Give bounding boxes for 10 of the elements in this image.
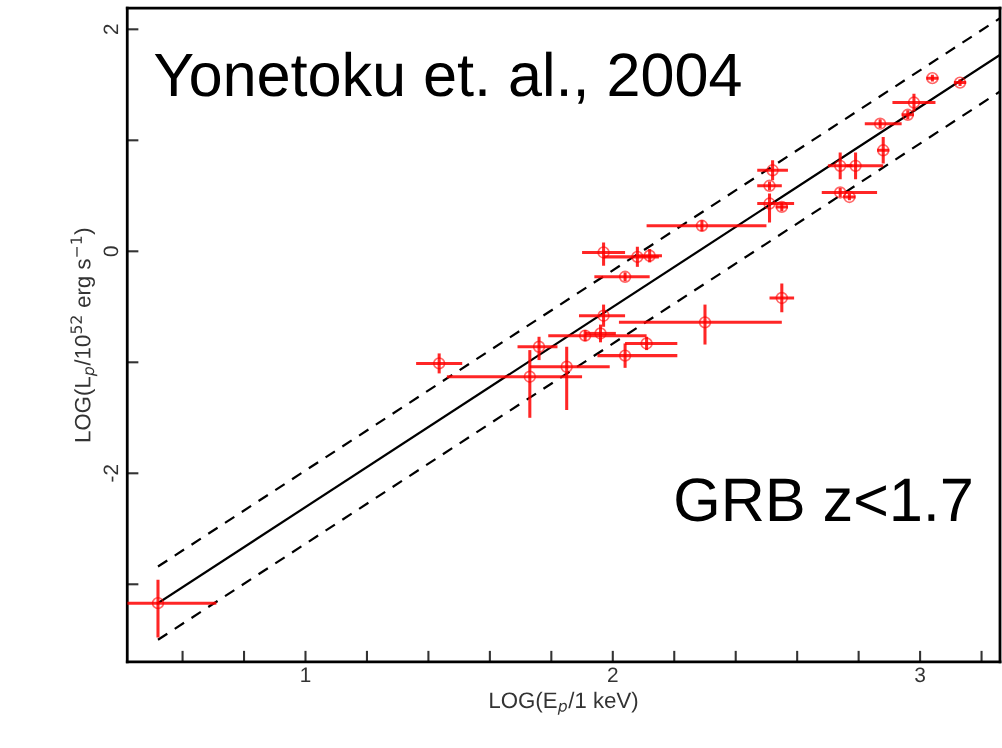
x-tick-label: 2 <box>608 667 618 682</box>
y-tick-label: 0 <box>103 246 119 257</box>
x-tick-label: 3 <box>915 667 925 683</box>
annotation: Yonetoku et. al., 2004 <box>154 51 741 104</box>
y-axis-title: LOG(L$_{p}$/10$^{52}$ erg s$^{−1}$) <box>70 228 98 442</box>
annotation: GRB z<1.7 <box>676 478 971 522</box>
y-tick-label: 2 <box>103 24 119 35</box>
x-tick-label: 1 <box>301 667 311 682</box>
x-axis-title: LOG(E$_{p}$/1 keV) <box>490 691 638 715</box>
y-tick-label: -2 <box>103 465 119 482</box>
